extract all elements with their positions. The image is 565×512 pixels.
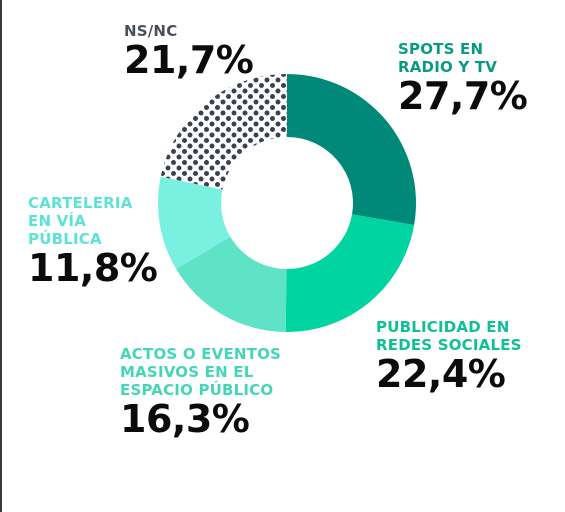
label-nsnc: NS/NC 21,7% — [124, 22, 254, 82]
category-label-publicidad-line1: PUBLICIDAD EN — [376, 318, 510, 336]
slice-spots-radio-tv — [287, 74, 416, 226]
value-label-actos: 16,3% — [120, 397, 250, 441]
category-label-actos-line2: MASIVOS EN EL — [120, 363, 254, 381]
category-label-actos-line3: ESPACIO PÚBLICO — [120, 381, 274, 399]
label-publicidad-redes: PUBLICIDAD EN REDES SOCIALES 22,4% — [376, 318, 522, 394]
label-spots-radio-tv: SPOTS EN RADIO Y TV 27,7% — [398, 40, 528, 118]
category-label-spots-line1: SPOTS EN — [398, 40, 484, 58]
label-actos-eventos: ACTOS O EVENTOS MASIVOS EN EL ESPACIO PÚ… — [120, 345, 281, 439]
slice-carteleria — [158, 176, 231, 269]
donut-slices — [158, 74, 416, 332]
label-carteleria: CARTELERIA EN VÍA PÚBLICA 11,8% — [28, 194, 158, 290]
category-label-publicidad-line2: REDES SOCIALES — [376, 336, 522, 354]
value-label-carteleria: 11,8% — [28, 246, 158, 290]
category-label-spots-line2: RADIO Y TV — [398, 58, 498, 76]
category-label-actos-line1: ACTOS O EVENTOS — [120, 345, 282, 363]
value-label-publicidad: 22,4% — [376, 352, 506, 396]
slice-nsnc — [160, 74, 287, 190]
category-label-carteleria-line1: CARTELERIA — [28, 194, 133, 212]
slice-actos-eventos — [176, 236, 287, 332]
value-label-nsnc: 21,7% — [124, 38, 254, 82]
left-border — [0, 0, 2, 512]
category-label-carteleria-line3: PÚBLICA — [28, 230, 102, 248]
slice-publicidad-redes — [285, 214, 415, 332]
value-label-spots: 27,7% — [398, 74, 528, 118]
category-label-carteleria-line2: EN VÍA — [28, 212, 87, 230]
category-label-nsnc: NS/NC — [124, 22, 178, 40]
